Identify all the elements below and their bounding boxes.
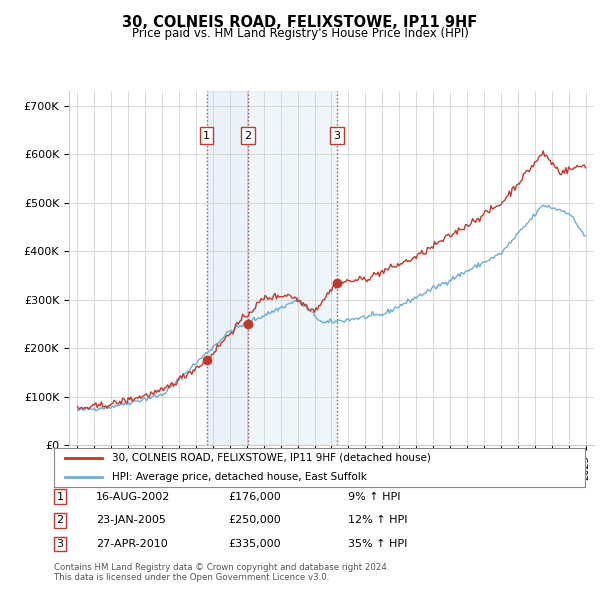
Text: £335,000: £335,000 (228, 539, 281, 549)
Bar (206, 91, 248, 445)
Text: 35% ↑ HPI: 35% ↑ HPI (348, 539, 407, 549)
Bar (248, 91, 337, 445)
Text: HPI: Average price, detached house, East Suffolk: HPI: Average price, detached house, East… (112, 472, 367, 482)
Text: 3: 3 (334, 131, 340, 140)
Text: Price paid vs. HM Land Registry's House Price Index (HPI): Price paid vs. HM Land Registry's House … (131, 27, 469, 40)
Text: 2: 2 (244, 131, 251, 140)
Text: £250,000: £250,000 (228, 516, 281, 525)
Text: 1: 1 (56, 492, 64, 502)
Text: £176,000: £176,000 (228, 492, 281, 502)
Text: 9% ↑ HPI: 9% ↑ HPI (348, 492, 401, 502)
Text: 16-AUG-2002: 16-AUG-2002 (96, 492, 170, 502)
Text: 3: 3 (56, 539, 64, 549)
Text: 30, COLNEIS ROAD, FELIXSTOWE, IP11 9HF: 30, COLNEIS ROAD, FELIXSTOWE, IP11 9HF (122, 15, 478, 30)
Text: 23-JAN-2005: 23-JAN-2005 (96, 516, 166, 525)
Text: 27-APR-2010: 27-APR-2010 (96, 539, 168, 549)
Text: 30, COLNEIS ROAD, FELIXSTOWE, IP11 9HF (detached house): 30, COLNEIS ROAD, FELIXSTOWE, IP11 9HF (… (112, 453, 431, 463)
Text: Contains HM Land Registry data © Crown copyright and database right 2024.: Contains HM Land Registry data © Crown c… (54, 563, 389, 572)
Text: 12% ↑ HPI: 12% ↑ HPI (348, 516, 407, 525)
Text: This data is licensed under the Open Government Licence v3.0.: This data is licensed under the Open Gov… (54, 573, 329, 582)
Text: 1: 1 (203, 131, 210, 140)
Text: 2: 2 (56, 516, 64, 525)
